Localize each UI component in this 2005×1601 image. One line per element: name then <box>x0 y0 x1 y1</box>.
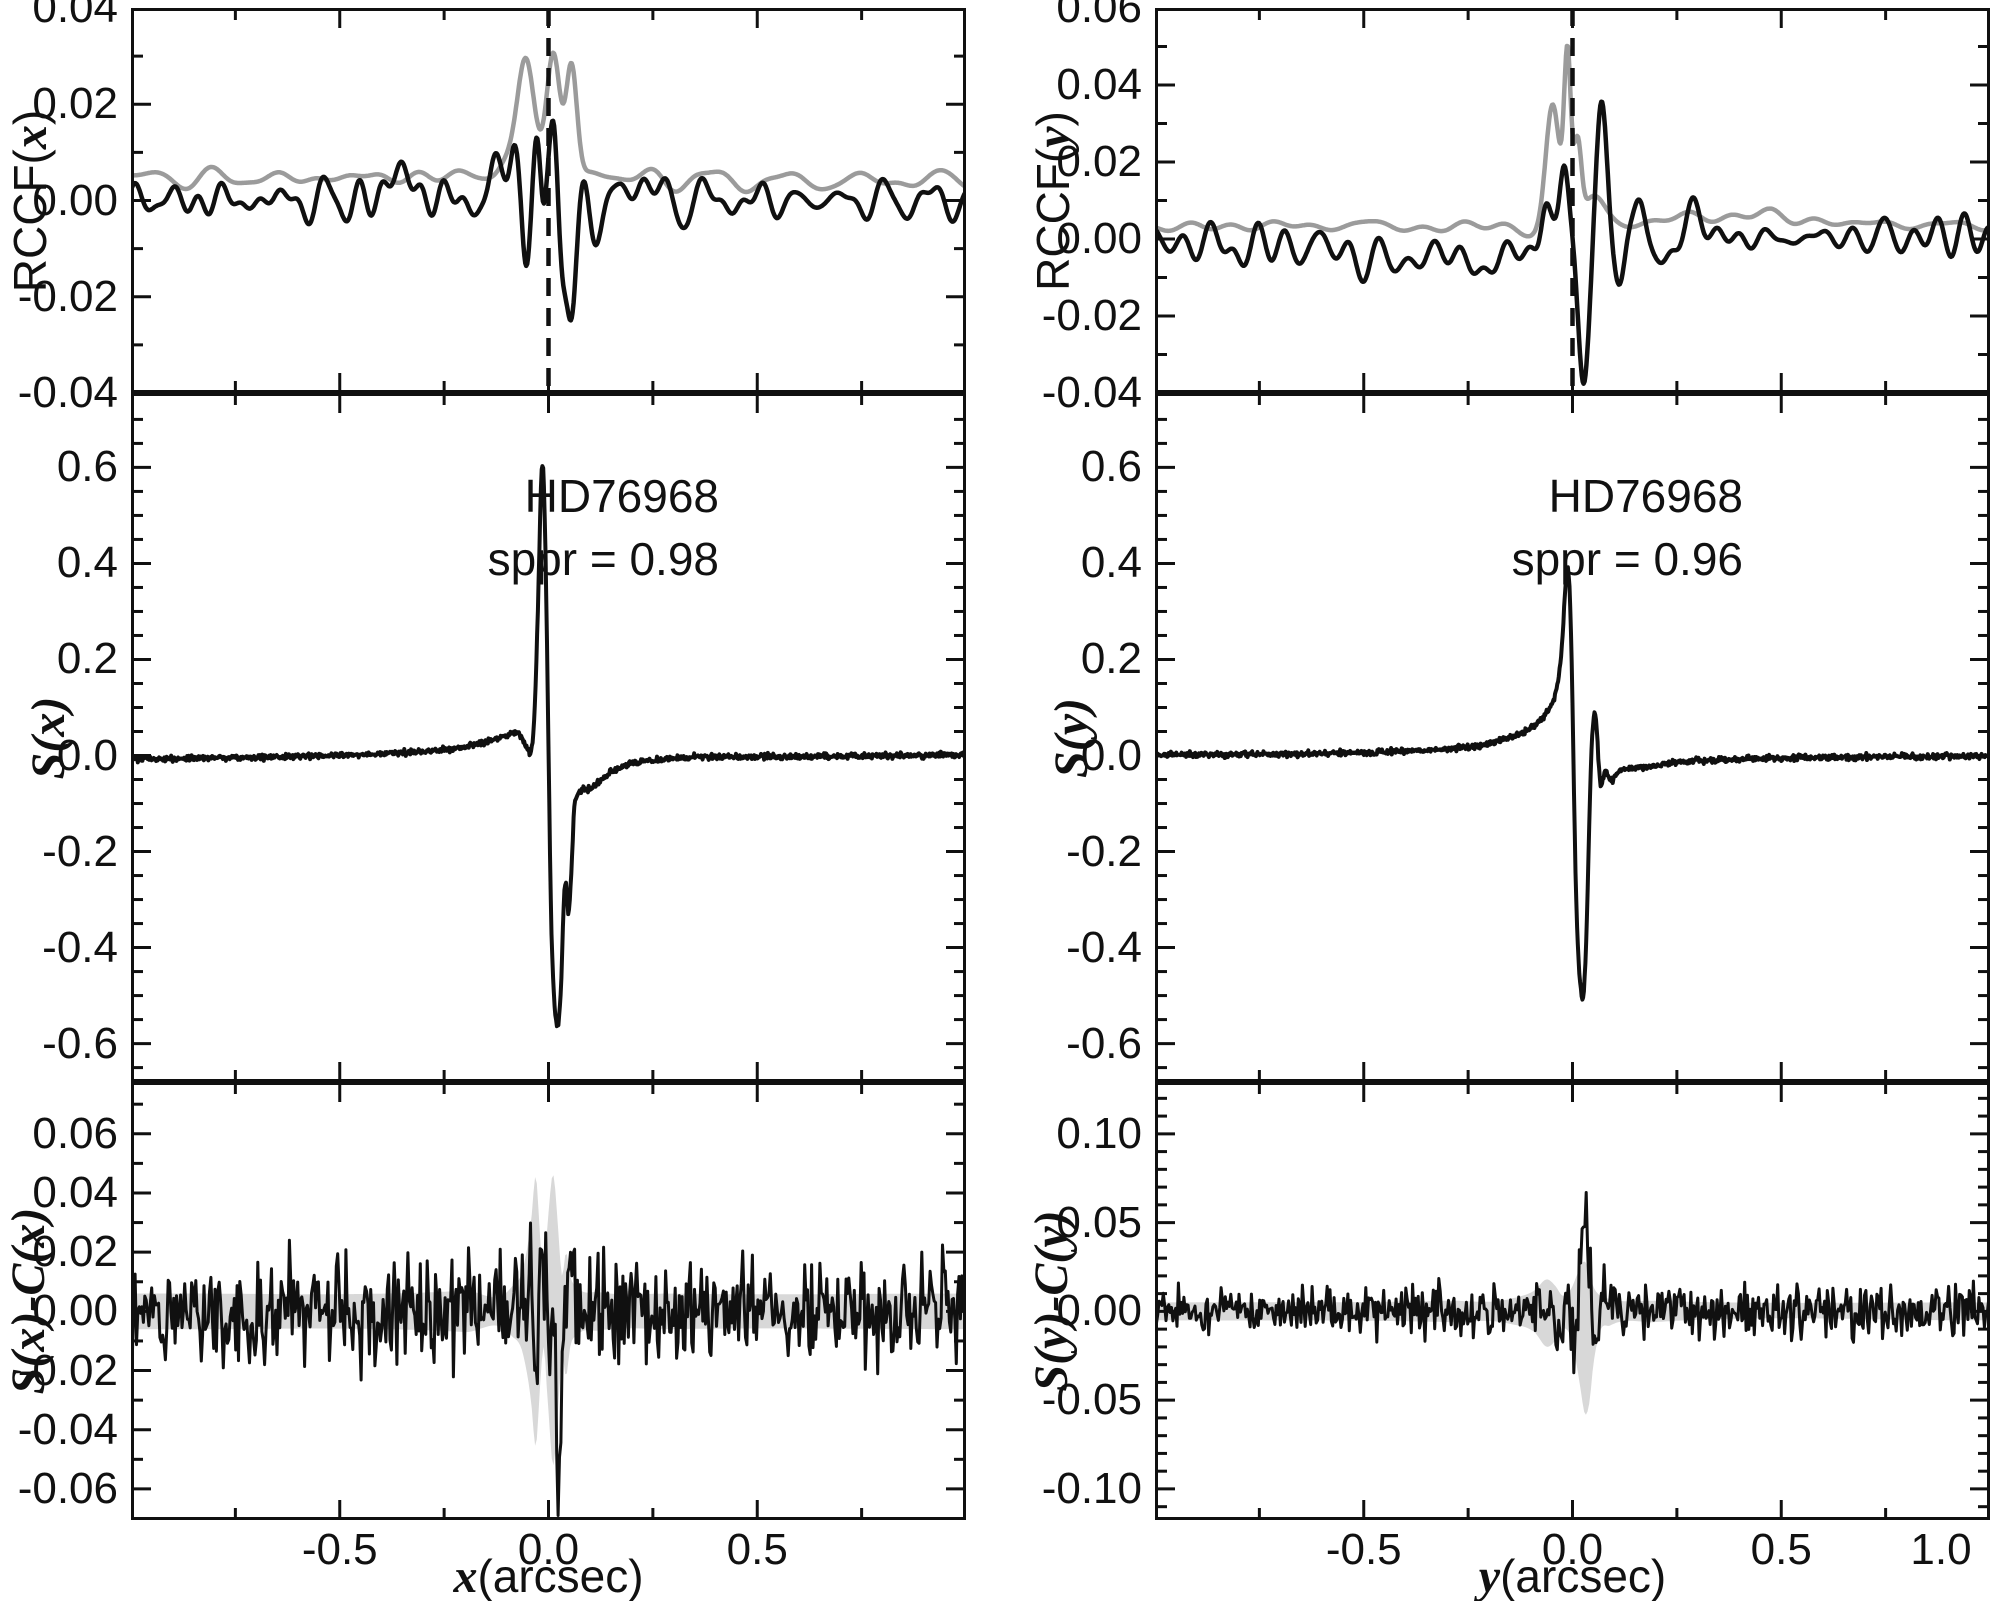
x-tick-label: 0.5 <box>1750 1525 1812 1574</box>
x-tick-label: 0.0 <box>517 1525 580 1574</box>
y-tick-label: 0.0 <box>1080 730 1142 780</box>
series-stellar-rccf <box>1155 99 1990 386</box>
y-tick-label: -0.04 <box>17 1404 118 1454</box>
panel-s-y <box>1155 393 1990 1082</box>
y-tick-label: 0.2 <box>1080 634 1142 684</box>
star-name-label: HD76968 <box>1548 470 1743 522</box>
y-tick-label: -0.02 <box>17 271 118 321</box>
sppr-value-label: sppr = 0.98 <box>487 533 719 585</box>
y-axis-title-rccf-y: RCCF(y) <box>1023 51 1083 351</box>
y-tick-label: -0.04 <box>1041 368 1142 417</box>
series-spectroastrometric-profile <box>1155 565 1990 1002</box>
y-tick-label: 0.4 <box>1080 538 1142 588</box>
y-tick-label: -0.06 <box>17 1463 118 1513</box>
annotation-right: HD76968 sppr = 0.96 <box>1155 465 1743 591</box>
y-tick-label: 0.06 <box>1056 0 1142 32</box>
y-tick-label: 0.0 <box>56 730 118 780</box>
y-axis-title-rccf-x: RCCF(x) <box>0 51 60 351</box>
y-tick-label: 0.2 <box>56 634 118 684</box>
panel-s-x <box>131 393 966 1082</box>
x-axis-title-residual-y: y (arcsec) <box>1423 1549 1723 1601</box>
x-tick-label: -0.5 <box>1325 1525 1402 1574</box>
series-spectroastrometric-profile <box>131 464 966 1029</box>
panel-rccf-x <box>131 8 966 393</box>
axis-variable: y <box>1478 1549 1501 1601</box>
axis-text: (arcsec) <box>1500 1550 1667 1601</box>
y-tick-label: 0.00 <box>1056 1286 1142 1336</box>
y-tick-label: -0.4 <box>1066 922 1142 972</box>
axis-text: RCCF( <box>4 148 56 292</box>
axis-variable: x <box>3 124 57 149</box>
y-tick-label: 0.10 <box>1056 1108 1142 1158</box>
y-tick-label: -0.6 <box>42 1018 118 1068</box>
y-axis-title-s-y: S(y) <box>1041 588 1101 888</box>
axis-variable: y <box>1026 125 1080 148</box>
panel-border <box>131 8 966 393</box>
axis-variable: x <box>453 1549 478 1601</box>
y-tick-label: 0.04 <box>32 0 118 32</box>
axis-text: ) <box>4 109 56 125</box>
axis-variable: S(x) <box>21 696 75 779</box>
y-tick-label: 0.04 <box>32 1167 118 1217</box>
panel-residual-x <box>131 1082 966 1520</box>
y-tick-label: 0.00 <box>1056 214 1142 263</box>
y-tick-label: 0.04 <box>1056 60 1142 109</box>
y-tick-label: -0.02 <box>17 1345 118 1395</box>
annotation-left: HD76968 sppr = 0.98 <box>131 465 719 591</box>
y-tick-label: -0.2 <box>42 826 118 876</box>
y-tick-label: 0.00 <box>32 1286 118 1336</box>
y-tick-label: 0.00 <box>32 175 118 225</box>
y-axis-title-residual-x: S(x)-C(x) <box>0 1151 58 1451</box>
y-tick-label: 0.4 <box>56 538 118 588</box>
axis-variable: S(y)-C(y) <box>1024 1210 1078 1392</box>
axis-variable: S(x)-C(x) <box>1 1207 55 1395</box>
y-tick-label: -0.4 <box>42 922 118 972</box>
series-residual-trace <box>1155 1191 1990 1375</box>
y-tick-label: -0.02 <box>1041 291 1142 340</box>
y-tick-label: 0.02 <box>32 79 118 129</box>
panel-border <box>1155 393 1990 1082</box>
y-axis-title-s-x: S(x) <box>18 588 78 888</box>
axis-text: ) <box>1027 110 1079 126</box>
panel-residual-y <box>1155 1082 1990 1520</box>
y-tick-label: -0.2 <box>1066 826 1142 876</box>
panel-rccf-y <box>1155 8 1990 393</box>
axis-text: (arcsec) <box>477 1550 644 1601</box>
y-tick-label: 0.02 <box>32 1227 118 1277</box>
panel-border <box>131 1082 966 1520</box>
x-tick-label: 1.0 <box>1910 1525 1972 1574</box>
star-name-label: HD76968 <box>524 470 719 522</box>
y-tick-label: -0.04 <box>17 368 118 417</box>
panel-border <box>131 393 966 1082</box>
y-tick-label: 0.05 <box>1056 1197 1142 1247</box>
x-tick-label: -0.5 <box>301 1525 378 1574</box>
series-stellar-rccf <box>131 118 966 323</box>
y-tick-label: -0.6 <box>1066 1018 1142 1068</box>
x-axis-title-residual-x: x (arcsec) <box>399 1549 699 1601</box>
y-tick-label: -0.10 <box>1041 1463 1142 1513</box>
x-tick-label: 0.5 <box>726 1525 788 1574</box>
y-tick-label: 0.06 <box>32 1108 118 1158</box>
sppr-value-label: sppr = 0.96 <box>1511 533 1743 585</box>
y-tick-label: 0.6 <box>1080 442 1142 492</box>
y-axis-title-residual-y: S(y)-C(y) <box>1021 1151 1081 1451</box>
axis-text: RCCF( <box>1027 147 1079 291</box>
y-tick-label: -0.05 <box>1041 1375 1142 1425</box>
series-residual-trace <box>131 1221 966 1517</box>
panel-border <box>1155 8 1990 393</box>
axis-variable: S(y) <box>1044 697 1098 778</box>
y-tick-label: 0.02 <box>1056 137 1142 186</box>
y-tick-label: 0.6 <box>56 442 118 492</box>
panel-border <box>1155 1082 1990 1520</box>
x-tick-label: 0.0 <box>1541 1525 1604 1574</box>
